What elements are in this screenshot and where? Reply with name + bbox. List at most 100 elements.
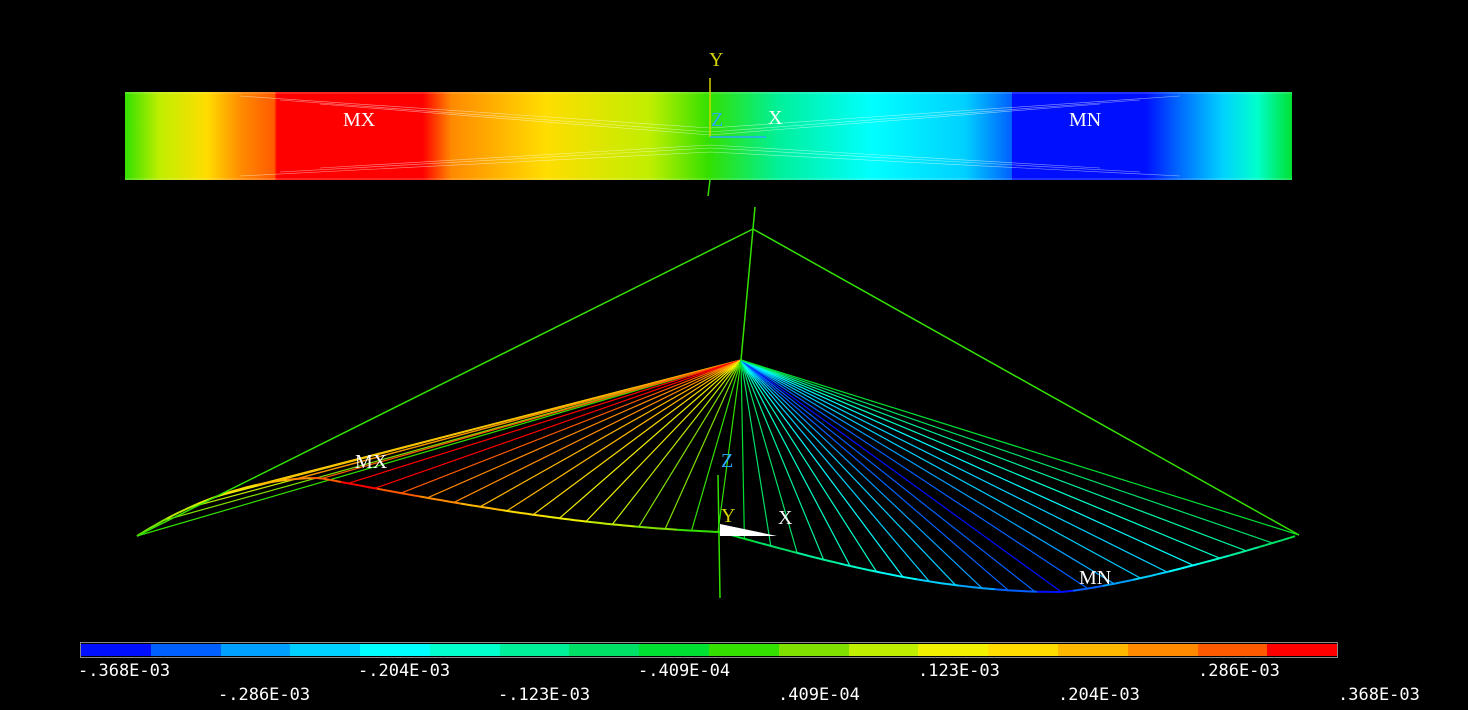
legend-tick-upper-3: -.409E-04 xyxy=(638,661,731,681)
legend-swatch xyxy=(918,644,989,656)
bottom-max-label: MX xyxy=(355,451,388,473)
deformed-curve-segment xyxy=(274,479,282,483)
legend-swatch xyxy=(988,644,1058,656)
deformed-curve-segment xyxy=(1228,553,1236,557)
fan-line xyxy=(740,359,1089,590)
deformed-curve-segment xyxy=(1060,590,1068,593)
deformed-curve-segment xyxy=(1072,588,1080,592)
bottom-axis-y-label: Y xyxy=(721,505,736,527)
top-axis-x-label: X xyxy=(768,107,783,129)
deformed-curve-segment xyxy=(1246,547,1254,552)
deformed-curve-segment xyxy=(232,488,240,493)
deformed-curve-segment xyxy=(820,558,828,562)
deformed-curve-segment xyxy=(322,477,330,481)
deformed-curve-segment xyxy=(220,492,228,496)
deformed-curve-segment xyxy=(586,520,594,524)
legend-swatch xyxy=(429,644,500,656)
deformed-curve-segment xyxy=(928,580,936,584)
deformed-curve-segment xyxy=(562,517,570,521)
deformed-curve-segment xyxy=(442,499,450,503)
deformed-curve-segment xyxy=(892,574,900,578)
fan-line xyxy=(348,359,742,484)
deformed-curve-segment xyxy=(1234,551,1242,555)
fan-line xyxy=(740,359,1273,544)
legend-tick-lower-1: -.286E-03 xyxy=(218,685,311,705)
deformed-curve-segment xyxy=(352,483,360,487)
top-axis-z-label: Z xyxy=(711,109,724,131)
legend-tick-upper-4: .123E-03 xyxy=(918,661,1000,681)
deformed-curve-segment xyxy=(904,576,912,580)
deformed-curve-segment xyxy=(1162,570,1170,574)
deformed-curve-segment xyxy=(148,524,156,530)
legend-tick-lower-3: .409E-04 xyxy=(778,685,860,705)
fan-line xyxy=(638,359,742,528)
deformed-curve-segment xyxy=(478,505,486,509)
deformed-curve-segment xyxy=(484,506,492,510)
deformed-curve-segment xyxy=(742,537,750,541)
color-legend-bar xyxy=(80,642,1338,658)
deformed-curve-segment xyxy=(1186,564,1194,568)
fan-line xyxy=(585,359,742,522)
deformed-curve-segment xyxy=(190,503,198,508)
deformed-curve-segment xyxy=(886,572,894,576)
top-axis-triad xyxy=(707,78,766,197)
top-edge-left xyxy=(136,228,754,537)
deformed-curve-segment xyxy=(1150,573,1158,577)
fan-line xyxy=(717,359,742,532)
deformed-curve-segment xyxy=(328,478,336,482)
deformed-curve-segment xyxy=(982,587,990,590)
deformed-curve-segment xyxy=(292,477,300,481)
deformed-curve-segment xyxy=(862,567,870,572)
deformed-curve-segment xyxy=(538,514,546,518)
deformed-curve-segment xyxy=(850,565,858,569)
deformed-curve-segment xyxy=(388,489,396,493)
deformed-curve-segment xyxy=(490,507,498,511)
deformed-curve-segment xyxy=(472,504,480,508)
deformed-curve-segment xyxy=(286,478,294,481)
deformed-curve-segment xyxy=(382,488,390,492)
fan-line xyxy=(532,359,742,516)
deformed-curve-segment xyxy=(184,505,192,511)
deformed-curve-segment xyxy=(1198,561,1206,565)
fan-line xyxy=(740,359,1115,585)
deformed-curve-segment xyxy=(952,583,960,587)
legend-swatch xyxy=(639,644,710,656)
deformed-curve-segment xyxy=(940,582,948,585)
deformed-curve-segment xyxy=(796,551,804,556)
deformed-curve-segment xyxy=(376,487,384,491)
legend-tick-upper-5: .286E-03 xyxy=(1198,661,1280,681)
deformed-curve-segment xyxy=(568,518,576,522)
legend-swatch xyxy=(569,644,640,656)
deformed-curve-segment xyxy=(814,556,822,560)
deformed-curve-segment xyxy=(844,563,852,568)
deformed-curve-segment xyxy=(988,587,996,591)
legend-swatch xyxy=(1057,644,1128,656)
deformed-curve-segment xyxy=(868,569,876,573)
deformed-curve-segment xyxy=(412,494,420,498)
deformed-curve-segment xyxy=(880,571,888,575)
legend-tick-upper-1: -.368E-03 xyxy=(78,661,171,681)
deformed-curve-segment xyxy=(784,548,792,553)
fan-line xyxy=(400,359,742,494)
deformed-curve-segment xyxy=(172,511,180,517)
fan-line xyxy=(740,359,851,567)
deformed-curve-segment xyxy=(394,491,402,495)
deformed-curve-segment xyxy=(268,480,276,484)
fan-line xyxy=(740,359,798,554)
deformed-curve-segment xyxy=(202,498,210,503)
deformed-curve-segment xyxy=(922,579,930,583)
deformed-curve-segment xyxy=(964,585,972,588)
fan-line xyxy=(374,359,742,489)
deformed-curve-segment xyxy=(826,559,834,563)
fan-line xyxy=(740,359,772,547)
top-min-label: MN xyxy=(1069,109,1102,131)
legend-swatch xyxy=(360,644,430,656)
deformed-curve-segment xyxy=(610,523,618,526)
deformed-curve-segment xyxy=(1288,535,1296,540)
deformed-curve-segment xyxy=(1222,554,1230,559)
top-axis-y-label: Y xyxy=(709,49,724,71)
top-edge-right xyxy=(752,228,1300,536)
fan-line xyxy=(740,359,745,539)
bottom-min-label: MN xyxy=(1079,567,1112,589)
deformed-curve-segment xyxy=(448,500,456,504)
